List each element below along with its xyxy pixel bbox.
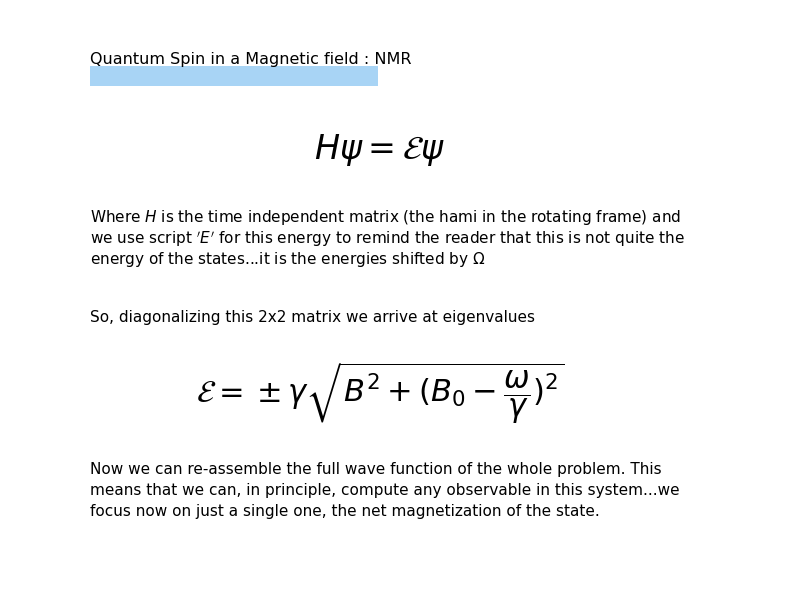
- Text: $H\psi = \mathcal{E}\psi$: $H\psi = \mathcal{E}\psi$: [314, 132, 445, 168]
- Text: focus now on just a single one, the net magnetization of the state.: focus now on just a single one, the net …: [90, 504, 599, 519]
- Bar: [90, 66, 378, 86]
- Text: $\mathcal{E} = \pm\gamma\sqrt{B^2 + (B_0 - \dfrac{\omega}{\gamma})^2}$: $\mathcal{E} = \pm\gamma\sqrt{B^2 + (B_0…: [195, 361, 565, 425]
- Text: Quantum Spin in a Magnetic field : NMR: Quantum Spin in a Magnetic field : NMR: [90, 52, 411, 67]
- Text: So, diagonalizing this 2x2 matrix we arrive at eigenvalues: So, diagonalizing this 2x2 matrix we arr…: [90, 310, 535, 325]
- Text: energy of the states...it is the energies shifted by $\Omega$: energy of the states...it is the energie…: [90, 250, 485, 269]
- Text: Where $\mathit{H}$ is the time independent matrix (the hami in the rotating fram: Where $\mathit{H}$ is the time independe…: [90, 208, 681, 227]
- Text: Now we can re-assemble the full wave function of the whole problem. This: Now we can re-assemble the full wave fun…: [90, 462, 661, 477]
- Text: we use script $\mathit{'E'}$ for this energy to remind the reader that this is n: we use script $\mathit{'E'}$ for this en…: [90, 229, 684, 249]
- Text: means that we can, in principle, compute any observable in this system...we: means that we can, in principle, compute…: [90, 483, 680, 498]
